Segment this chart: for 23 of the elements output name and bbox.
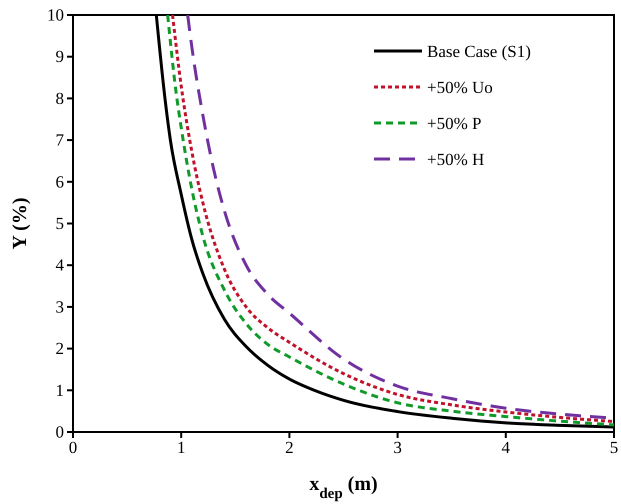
legend-label: +50% P <box>427 114 482 133</box>
y-axis-title: Y (%) <box>9 197 31 250</box>
x-tick-label: 1 <box>176 438 186 458</box>
y-tick-label: 6 <box>56 172 64 192</box>
y-tick-label: 4 <box>56 256 64 275</box>
y-tick-label: 2 <box>56 339 64 358</box>
y-tick-label: 9 <box>56 47 64 66</box>
legend-label: Base Case (S1) <box>427 42 531 61</box>
y-tick-label: 0 <box>56 422 64 442</box>
y-tick-label: 5 <box>56 214 64 233</box>
legend-label: +50% Uo <box>427 78 493 97</box>
y-tick-label: 1 <box>56 380 64 400</box>
y-tick-label: 7 <box>56 130 64 150</box>
x-axis-title: x$_{dep}$ (m) <box>309 473 378 502</box>
y-tick-label: 3 <box>56 297 64 316</box>
y-tick-label: 10 <box>47 5 64 24</box>
x-tick-label: 3 <box>393 438 402 458</box>
x-tick-label: 2 <box>285 438 294 458</box>
y-tick-label: 8 <box>56 88 64 108</box>
x-tick-label: 0 <box>68 438 78 458</box>
x-tick-label: 5 <box>610 438 618 458</box>
legend-label: +50% H <box>427 150 484 169</box>
x-tick-label: 4 <box>502 438 511 458</box>
